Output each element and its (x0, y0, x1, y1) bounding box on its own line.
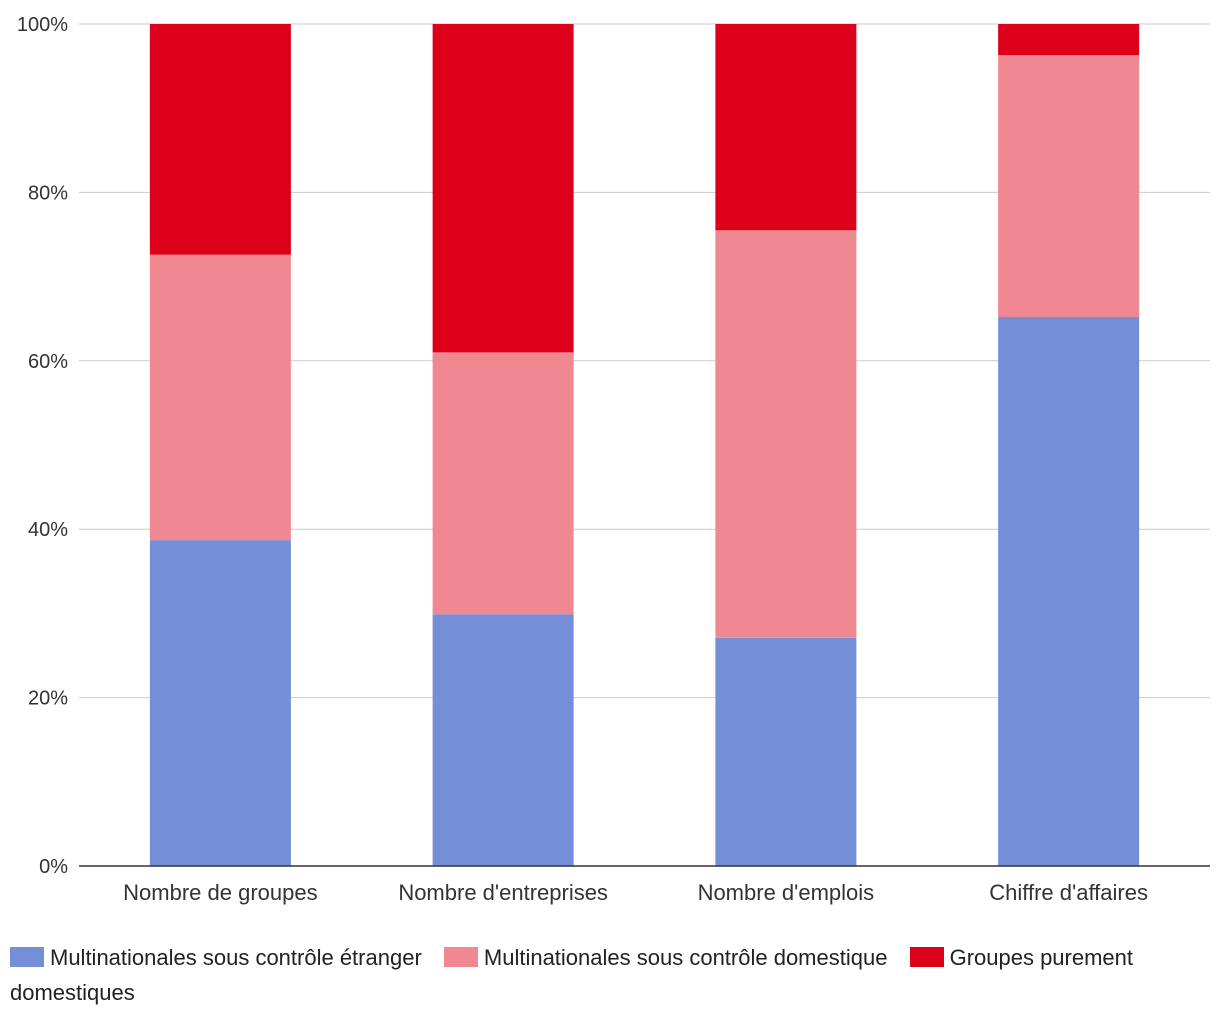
bars (149, 24, 1140, 866)
y-tick-label: 60% (28, 351, 68, 373)
x-tick-label: Chiffre d'affaires (989, 880, 1148, 905)
legend-swatch (10, 947, 44, 967)
legend: Multinationales sous contrôle étranger M… (10, 940, 1215, 1010)
bar-segment (432, 614, 574, 866)
y-tick-label: 40% (28, 519, 68, 541)
x-axis: Nombre de groupes Nombre d'entreprises Nom… (79, 865, 1210, 905)
bar-segment (715, 24, 857, 231)
legend-swatch (443, 947, 478, 967)
legend-label: Groupes purement domestiques (10, 945, 1134, 1005)
bar-segment (149, 24, 291, 255)
legend-item-domestic-multinationals: Multinationales sous contrôle domestique (443, 945, 904, 970)
legend-label: Multinationales sous contrôle étranger (50, 945, 422, 970)
bar-segment (715, 230, 857, 638)
x-tick-label: Nombre d'entreprises (398, 880, 608, 905)
y-tick-label: 0% (39, 856, 68, 878)
y-tick-label: 100% (17, 14, 68, 36)
bar-segment (149, 254, 291, 541)
y-tick-label: 20% (28, 688, 68, 710)
bar-segment (432, 352, 574, 615)
y-axis: 0% 20% 40% 60% 80% 100% (17, 14, 68, 878)
legend-item-foreign-multinationals: Multinationales sous contrôle étranger (10, 945, 438, 970)
y-tick-label: 80% (28, 182, 68, 204)
bar-segment (715, 637, 857, 866)
legend-label: Multinationales sous contrôle domestique (483, 945, 888, 970)
stacked-bar-chart: 0%20%40%60%80%100% Nombre de groupes Nomb… (17, 14, 1210, 905)
x-tick-label: Nombre d'emplois (698, 880, 875, 905)
legend-item-domestic-groups: Groupes purement domestiques (10, 945, 1133, 1005)
bar-segment (149, 540, 291, 866)
x-tick-label: Nombre de groupes (123, 880, 317, 905)
bar-segment (998, 24, 1140, 56)
bar-segment (432, 24, 574, 353)
bar-segment (998, 317, 1140, 866)
bar-segment (998, 55, 1140, 318)
legend-swatch (909, 947, 944, 967)
